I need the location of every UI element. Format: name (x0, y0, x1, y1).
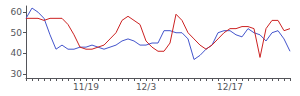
svg-text:30: 30 (11, 69, 23, 79)
svg-text:50: 50 (11, 28, 23, 38)
svg-text:40: 40 (11, 48, 23, 58)
svg-text:11/19: 11/19 (73, 82, 99, 92)
svg-text:12/17: 12/17 (217, 82, 243, 92)
svg-text:60: 60 (11, 7, 23, 17)
svg-text:12/3: 12/3 (136, 82, 156, 92)
